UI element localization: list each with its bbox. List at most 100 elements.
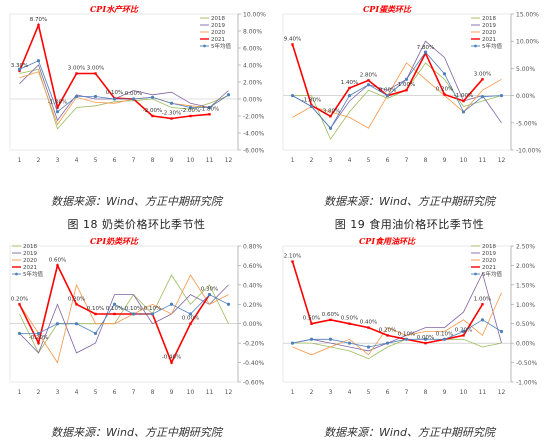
avg-point (328, 126, 333, 130)
x-tick-label: 8 (424, 389, 428, 396)
avg-point (150, 95, 155, 99)
chart-milk: CPI奶类环比 0.80% 0.60% 0.40% 0.20% 0.00% -0.20% -0… (9, 236, 265, 396)
legend-label: 2021 (482, 37, 496, 43)
y-tick-label: 5.00% (516, 66, 535, 73)
source-note-3: 数据来源：Wind、方正中期研究院 (51, 426, 222, 439)
chart-title: CPI水产环比 (90, 4, 139, 14)
data-label: 0.00% (379, 88, 396, 94)
y-tick-label: -2.00% (243, 114, 265, 121)
x-tick-label: 11 (206, 389, 214, 396)
avg-point (423, 50, 428, 54)
data-label: 1.00% (474, 296, 491, 302)
x-tick-label: 5 (94, 157, 98, 164)
legend-label: 2021 (482, 265, 496, 271)
avg-point (385, 94, 390, 98)
point-2021 (367, 326, 370, 329)
chart-panel-aquatic: CPI水产环比 10.00% 8.00% 6.00% 4.00% 2.00% 0.00% -2… (0, 0, 273, 178)
legend-marker (203, 44, 206, 48)
avg-point (112, 97, 117, 101)
figure-caption-18: 图 18 奶类价格环比季节性 (67, 218, 206, 231)
x-tick-label: 5 (94, 389, 98, 396)
y-tick-label: 10.00% (516, 39, 539, 46)
data-label: -2.00% (181, 108, 200, 114)
y-tick-label: 8.00% (243, 29, 262, 36)
legend-label: 2019 (211, 23, 225, 29)
data-label: 3.00% (87, 66, 104, 72)
point-2021 (443, 93, 446, 96)
y-tick-label: -0.40% (243, 360, 265, 367)
data-label: -1.80% (200, 106, 219, 112)
avg-point (36, 331, 41, 336)
x-tick-label: 9 (443, 157, 447, 164)
series-line-2020 (19, 71, 229, 126)
chart-egg: CPI蛋类环比15.00%10.00%5.00%0.00%-5.00%-10.0… (282, 4, 541, 164)
y-tick-label: -6.00% (243, 148, 265, 155)
avg-point (366, 83, 371, 87)
avg-point (207, 105, 212, 110)
legend-label: 2019 (23, 251, 37, 257)
point-2021 (310, 322, 313, 325)
point-2021 (18, 303, 21, 306)
data-label: 0.10% (106, 306, 123, 312)
point-2021 (151, 114, 154, 118)
avg-point (226, 302, 231, 306)
y-tick-label: -10.00% (516, 148, 541, 155)
point-2021 (348, 86, 351, 90)
data-label: -0.20% (29, 335, 48, 341)
legend-label: 5年均值 (482, 42, 502, 50)
x-tick-label: 9 (170, 157, 174, 164)
data-label: 0.20% (11, 296, 28, 302)
x-tick-label: 1 (18, 157, 22, 164)
legend-label: 2018 (23, 244, 37, 250)
avg-point (480, 95, 485, 99)
avg-point (461, 329, 466, 334)
point-2021 (56, 264, 59, 267)
data-label: 0.20% (379, 327, 396, 333)
avg-point (423, 337, 428, 341)
y-tick-label: -4.00% (243, 131, 265, 138)
avg-point (290, 94, 295, 98)
point-2021 (18, 69, 21, 73)
legend-label: 2018 (211, 16, 225, 22)
y-tick-label: 0.50% (516, 321, 535, 328)
data-label: 2.10% (284, 254, 301, 260)
point-2021 (329, 115, 332, 118)
x-tick-label: 2 (310, 389, 314, 396)
y-tick-label: 2.50% (516, 244, 535, 251)
legend-label: 2019 (482, 251, 496, 257)
x-tick-label: 8 (424, 157, 428, 164)
y-tick-label: -1.00% (516, 380, 538, 387)
x-tick-label: 11 (479, 389, 487, 396)
x-tick-label: 8 (151, 157, 155, 164)
data-label: -1.80% (302, 97, 321, 103)
legend-marker (15, 272, 18, 276)
avg-point (499, 94, 504, 98)
series-line-2019 (292, 272, 502, 352)
data-label: 0.20% (455, 327, 472, 333)
x-tick-label: 2 (310, 157, 314, 164)
data-label: 0.50% (341, 316, 358, 322)
x-tick-label: 12 (498, 157, 506, 164)
series-line-5年均值 (19, 60, 229, 113)
avg-point (226, 93, 231, 97)
avg-point (366, 345, 371, 349)
x-tick-label: 3 (329, 157, 333, 164)
legend-label: 2020 (211, 30, 225, 36)
point-2021 (37, 23, 40, 27)
point-2021 (189, 114, 192, 118)
avg-point (385, 341, 390, 345)
avg-point (150, 312, 155, 316)
x-tick-label: 2 (37, 157, 41, 164)
x-tick-label: 12 (498, 389, 506, 396)
avg-point (309, 337, 314, 341)
point-2021 (348, 322, 351, 325)
avg-point (112, 302, 117, 306)
legend-label: 2020 (23, 258, 37, 264)
series-line-2019 (19, 284, 229, 354)
series-line-2021 (291, 44, 484, 118)
data-label: -2.00% (143, 108, 162, 114)
legend-label: 2021 (23, 265, 37, 271)
y-tick-label: 2.00% (243, 80, 262, 87)
legend-marker (474, 272, 477, 276)
data-label: 8.70% (30, 17, 47, 23)
